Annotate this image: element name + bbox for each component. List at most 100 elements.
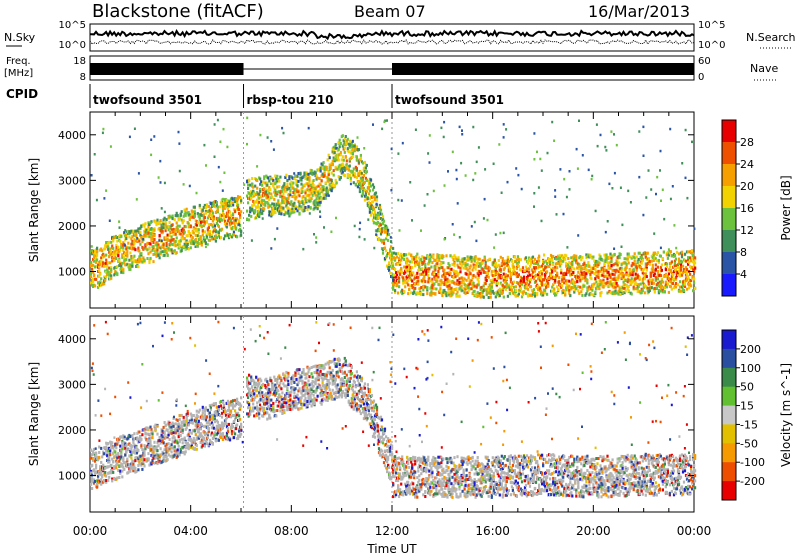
- scatter-cell: [118, 464, 121, 468]
- scatter-cell: [666, 256, 669, 260]
- scatter-cell: [317, 168, 320, 172]
- scatter-cell: [117, 254, 120, 258]
- scatter-cell: [551, 270, 554, 274]
- scatter-cell: [319, 169, 322, 173]
- scatter-cell: [560, 271, 563, 275]
- scatter-cell: [258, 200, 261, 204]
- scatter-cell: [486, 218, 489, 222]
- scatter-cell: [352, 181, 355, 185]
- scatter-cell: [119, 263, 122, 266]
- scatter-cell: [98, 275, 101, 278]
- scatter-cell: [326, 158, 329, 162]
- scatter-cell: [577, 289, 580, 293]
- scatter-cell: [287, 211, 290, 215]
- scatter-cell: [119, 248, 122, 252]
- scatter-cell: [189, 246, 192, 250]
- scatter-cell: [118, 226, 121, 229]
- scatter-cell: [432, 255, 435, 259]
- scatter-cell: [349, 182, 352, 186]
- scatter-cell: [659, 149, 662, 153]
- scatter-cell: [338, 163, 341, 167]
- scatter-cell: [476, 271, 479, 275]
- scatter-cell: [608, 182, 611, 186]
- scatter-cell: [613, 133, 615, 136]
- scatter-cell: [432, 253, 435, 257]
- scatter-cell: [289, 182, 292, 186]
- scatter-cell: [610, 282, 613, 286]
- scatter-cell: [341, 134, 344, 138]
- scatter-cell: [554, 265, 557, 269]
- scatter-cell: [409, 276, 412, 280]
- scatter-cell: [611, 292, 614, 296]
- scatter-cell: [580, 290, 583, 294]
- scatter-cell: [505, 128, 508, 131]
- scatter-cell: [334, 143, 337, 147]
- scatter-cell: [267, 189, 270, 192]
- scatter-cell: [104, 244, 107, 248]
- scatter-cell: [331, 159, 334, 163]
- scatter-cell: [122, 457, 125, 461]
- scatter-cell: [476, 261, 479, 265]
- scatter-cell: [674, 285, 678, 289]
- scatter-cell: [533, 269, 537, 273]
- scatter-cell: [205, 234, 208, 238]
- scatter-cell: [690, 279, 693, 282]
- scatter-cell: [327, 179, 330, 183]
- scatter-cell: [112, 252, 115, 256]
- scatter-cell: [98, 455, 101, 459]
- scatter-cell: [147, 252, 150, 256]
- scatter-cell: [576, 167, 579, 170]
- scatter-cell: [288, 186, 291, 190]
- scatter-cell: [656, 175, 659, 179]
- scatter-cell: [536, 292, 539, 296]
- scatter-cell: [440, 126, 443, 130]
- scatter-cell: [515, 261, 518, 265]
- scatter-cell: [552, 283, 555, 287]
- scatter-cell: [364, 166, 367, 170]
- scatter-cell: [263, 187, 266, 191]
- scatter-cell: [136, 437, 139, 441]
- scatter-cell: [107, 247, 110, 251]
- scatter-cell: [591, 174, 594, 178]
- scatter-cell: [413, 290, 416, 294]
- scatter-cell: [110, 464, 113, 468]
- scatter-cell: [634, 272, 637, 276]
- scatter-cell: [422, 261, 425, 265]
- scatter-cell: [482, 269, 485, 273]
- scatter-cell: [466, 263, 469, 267]
- scatter-cell: [533, 205, 535, 208]
- scatter-cell: [133, 443, 136, 447]
- scatter-cell: [106, 264, 109, 268]
- scatter-cell: [618, 256, 621, 260]
- scatter-cell: [538, 271, 541, 275]
- scatter-cell: [96, 258, 99, 262]
- scatter-cell: [654, 268, 657, 272]
- scatter-cell: [239, 195, 242, 199]
- scatter-cell: [503, 285, 506, 289]
- scatter-cell: [135, 234, 138, 238]
- scatter-cell: [330, 185, 333, 189]
- scatter-cell: [617, 270, 620, 274]
- scatter-cell: [586, 278, 589, 282]
- scatter-cell: [587, 287, 590, 291]
- scatter-cell: [280, 208, 283, 212]
- scatter-cell: [231, 201, 235, 205]
- scatter-cell: [109, 145, 112, 148]
- scatter-cell: [571, 261, 574, 265]
- scatter-cell: [407, 259, 410, 263]
- scatter-cell: [335, 181, 338, 185]
- scatter-cell: [122, 248, 125, 252]
- scatter-cell: [659, 265, 662, 269]
- scatter-cell: [499, 268, 502, 272]
- scatter-cell: [212, 222, 215, 226]
- scatter-cell: [658, 289, 661, 293]
- scatter-cell: [493, 278, 496, 282]
- scatter-cell: [443, 268, 446, 272]
- scatter-cell: [407, 278, 410, 282]
- scatter-cell: [321, 172, 324, 176]
- scatter-cell: [236, 217, 239, 221]
- y-axis-label: Slant Range [km]: [27, 158, 41, 262]
- scatter-cell: [310, 197, 313, 201]
- scatter-cell: [320, 197, 323, 201]
- scatter-cell: [574, 275, 577, 278]
